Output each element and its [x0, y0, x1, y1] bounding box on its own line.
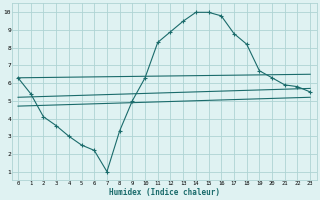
X-axis label: Humidex (Indice chaleur): Humidex (Indice chaleur) — [108, 188, 220, 197]
